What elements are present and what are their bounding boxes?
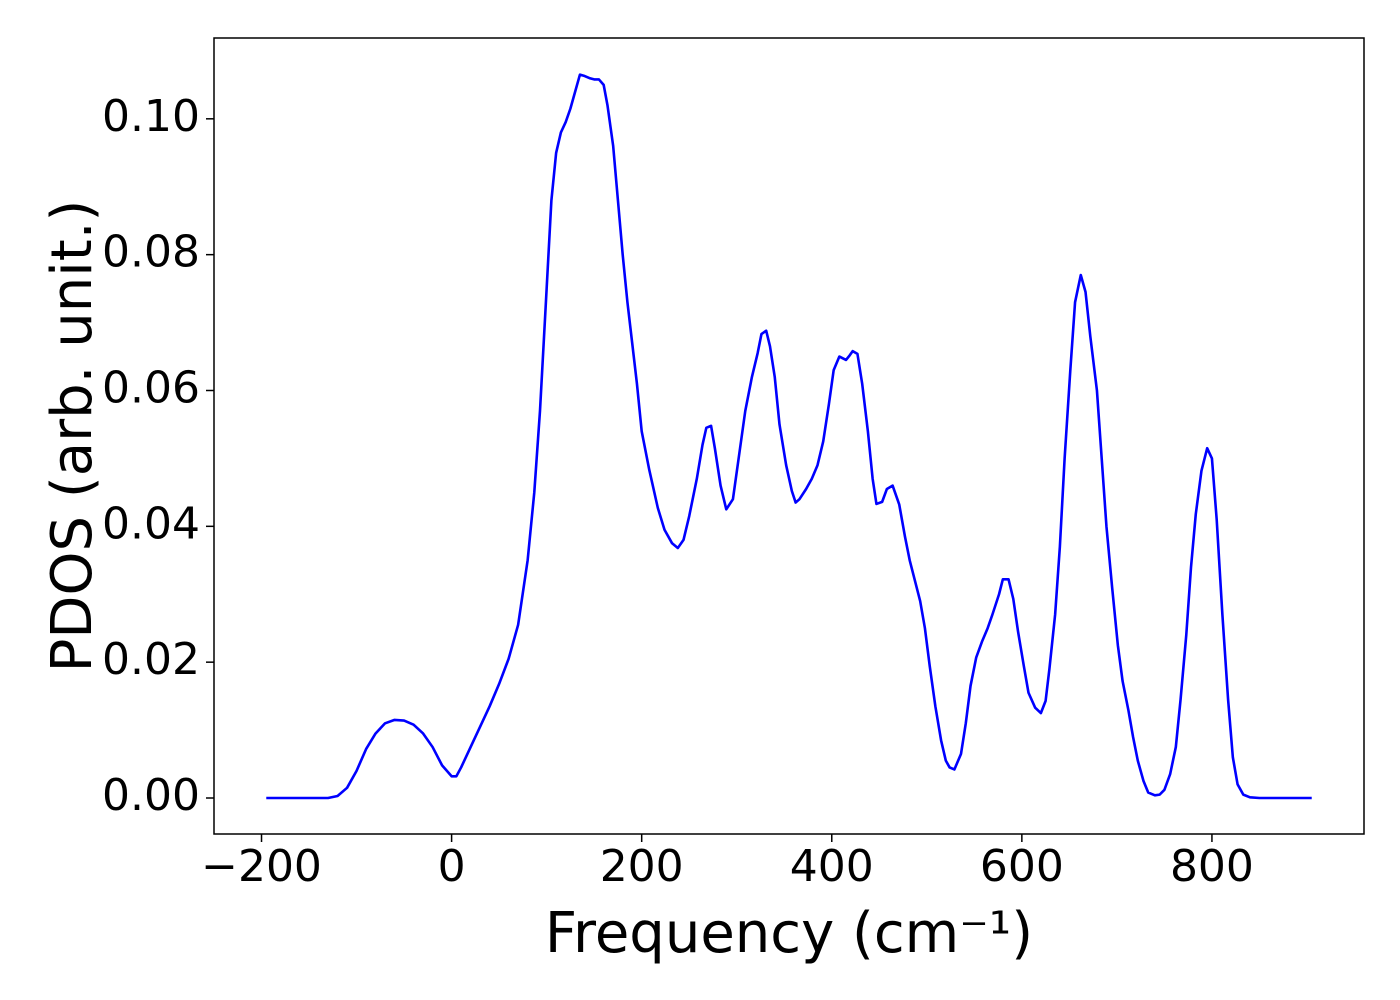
x-tick-label: 400 [790,841,874,892]
plot-frame [213,37,1365,835]
data-line [266,73,1312,800]
y-tick-label: 0.04 [102,498,200,549]
x-tick-label: 600 [980,841,1064,892]
x-tick-label: 0 [438,841,466,892]
x-axis-label: Frequency (cm⁻¹) [545,901,1033,966]
y-axis-label: PDOS (arb. unit.) [40,200,105,673]
y-tick-label: 0.06 [102,362,200,413]
y-tick-label: 0.10 [102,91,200,142]
y-tick-label: 0.08 [102,227,200,278]
y-tick-label: 0.02 [102,634,200,685]
x-tick-label: −200 [201,841,322,892]
x-tick-label: 200 [600,841,684,892]
x-tick-label: 800 [1170,841,1254,892]
y-tick-label: 0.00 [102,770,200,821]
